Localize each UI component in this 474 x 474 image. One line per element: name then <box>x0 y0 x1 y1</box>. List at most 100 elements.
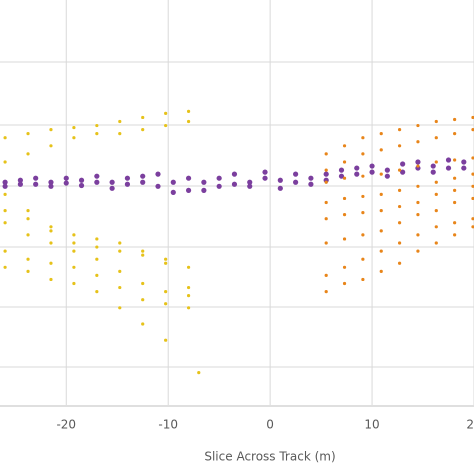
point <box>186 265 191 269</box>
point <box>164 338 168 342</box>
point <box>430 163 436 169</box>
point <box>49 229 53 233</box>
point <box>197 371 201 375</box>
point <box>186 285 191 290</box>
point <box>397 241 402 245</box>
point <box>155 171 161 177</box>
point <box>361 257 365 261</box>
point <box>140 179 146 185</box>
point <box>361 211 365 215</box>
point <box>324 290 328 294</box>
point <box>397 221 402 225</box>
point <box>141 298 145 302</box>
point <box>434 180 438 184</box>
point <box>434 136 438 140</box>
point <box>453 117 457 122</box>
point <box>94 179 100 185</box>
point <box>361 194 365 199</box>
point <box>118 119 122 124</box>
point <box>379 249 383 253</box>
point <box>186 294 191 298</box>
x-tick-label: 0 <box>266 418 274 432</box>
point <box>342 176 347 180</box>
point <box>26 209 30 213</box>
point <box>201 179 207 185</box>
point <box>95 245 99 249</box>
point <box>48 179 54 185</box>
point <box>308 181 314 187</box>
point <box>33 175 39 181</box>
point <box>415 159 421 165</box>
point <box>361 233 365 237</box>
point <box>72 136 76 140</box>
point <box>416 164 420 168</box>
point <box>141 253 145 257</box>
point <box>2 183 8 189</box>
point <box>164 261 168 265</box>
point <box>95 290 99 294</box>
point <box>95 132 99 136</box>
point <box>453 221 457 225</box>
point <box>342 196 347 201</box>
point <box>63 180 69 186</box>
point <box>434 160 438 164</box>
point <box>342 144 347 148</box>
point <box>72 281 76 286</box>
point <box>453 188 457 192</box>
point <box>3 160 7 164</box>
point <box>124 181 131 187</box>
point <box>247 179 253 185</box>
point <box>400 161 406 167</box>
point <box>471 217 474 221</box>
point <box>453 200 457 205</box>
point <box>118 132 122 136</box>
point <box>2 179 8 185</box>
point <box>324 217 328 221</box>
point <box>400 169 406 175</box>
point <box>164 123 168 128</box>
point <box>379 229 383 233</box>
point <box>164 257 168 261</box>
point <box>453 132 457 136</box>
point <box>338 167 345 173</box>
point <box>72 125 76 130</box>
point <box>397 128 402 132</box>
point <box>95 237 99 241</box>
point <box>141 322 145 326</box>
point <box>118 269 122 273</box>
point <box>186 109 191 113</box>
point <box>49 241 53 245</box>
point <box>342 213 347 217</box>
point <box>49 225 53 229</box>
point <box>379 172 383 176</box>
x-axis-title: Slice Across Track (m) <box>204 450 335 464</box>
point <box>78 182 85 189</box>
point <box>324 152 328 156</box>
point <box>324 168 328 172</box>
point <box>471 156 474 160</box>
point <box>416 140 420 144</box>
point <box>471 128 474 132</box>
point <box>49 277 53 282</box>
point <box>118 306 122 310</box>
point <box>48 183 54 189</box>
point <box>397 261 402 265</box>
point <box>434 192 438 196</box>
point <box>109 185 115 191</box>
point <box>323 171 329 177</box>
point <box>72 241 76 245</box>
point <box>361 174 365 178</box>
point <box>26 257 30 261</box>
point <box>434 241 438 245</box>
point <box>369 169 375 175</box>
point <box>324 180 328 184</box>
point <box>17 177 23 183</box>
point <box>342 281 347 286</box>
point <box>361 277 365 282</box>
point <box>63 175 69 181</box>
point <box>3 221 7 225</box>
point <box>342 237 347 241</box>
point <box>49 128 53 132</box>
point <box>49 261 53 265</box>
point <box>170 189 176 195</box>
